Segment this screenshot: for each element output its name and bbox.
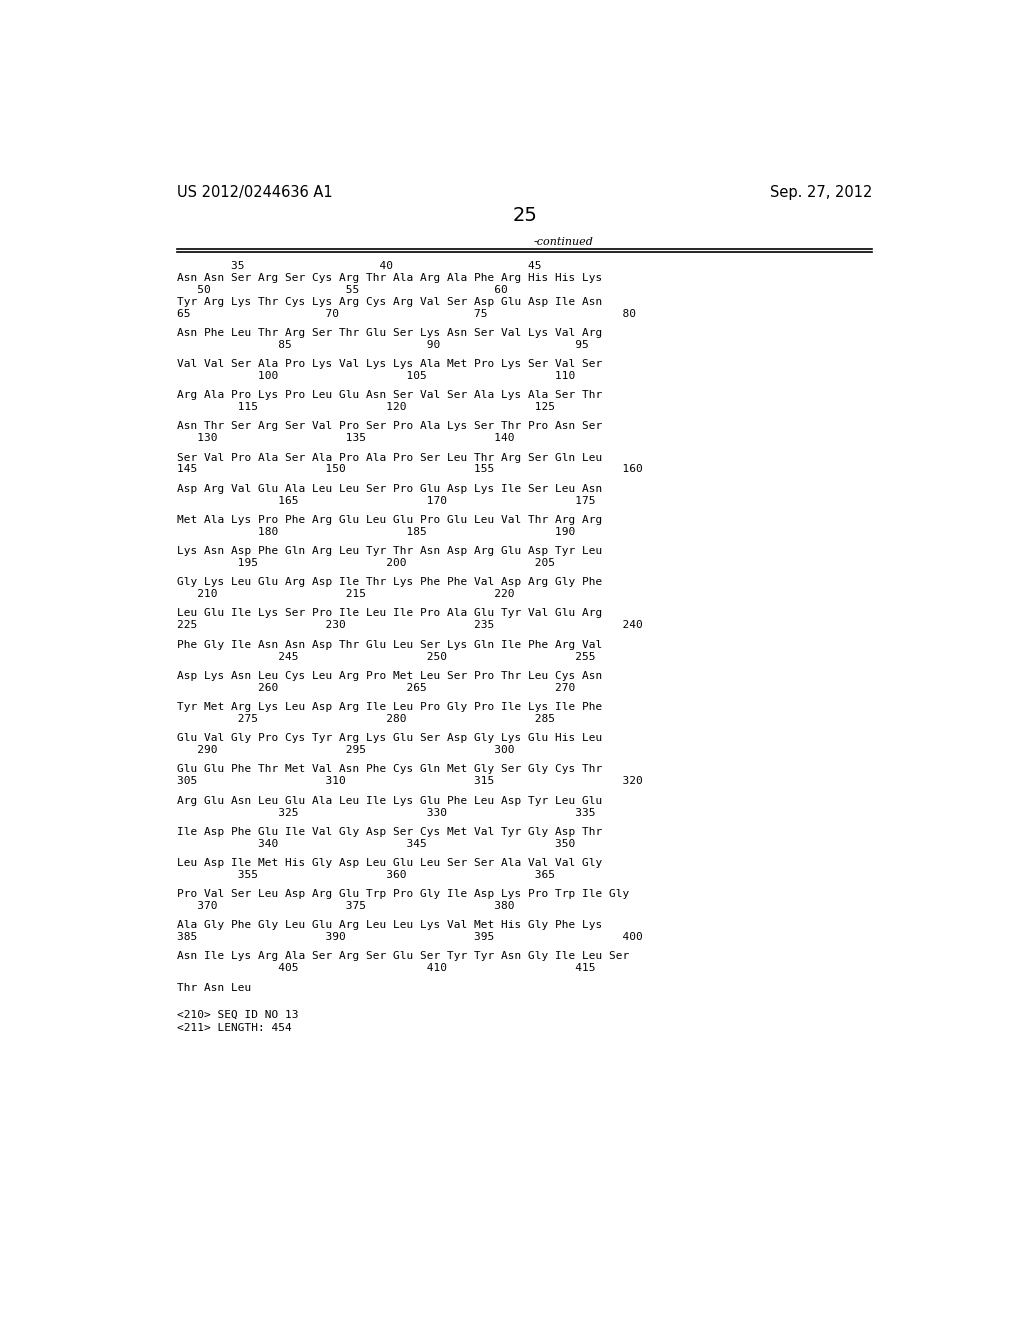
Text: Sep. 27, 2012: Sep. 27, 2012 — [770, 185, 872, 201]
Text: Ile Asp Phe Glu Ile Val Gly Asp Ser Cys Met Val Tyr Gly Asp Thr: Ile Asp Phe Glu Ile Val Gly Asp Ser Cys … — [177, 826, 602, 837]
Text: 370                   375                   380: 370 375 380 — [177, 902, 514, 911]
Text: Phe Gly Ile Asn Asn Asp Thr Glu Leu Ser Lys Gln Ile Phe Arg Val: Phe Gly Ile Asn Asn Asp Thr Glu Leu Ser … — [177, 640, 602, 649]
Text: Asn Thr Ser Arg Ser Val Pro Ser Pro Ala Lys Ser Thr Pro Asn Ser: Asn Thr Ser Arg Ser Val Pro Ser Pro Ala … — [177, 421, 602, 432]
Text: Asp Arg Val Glu Ala Leu Leu Ser Pro Glu Asp Lys Ile Ser Leu Asn: Asp Arg Val Glu Ala Leu Leu Ser Pro Glu … — [177, 483, 602, 494]
Text: 35                    40                    45: 35 40 45 — [177, 261, 542, 271]
Text: 290                   295                   300: 290 295 300 — [177, 744, 514, 755]
Text: Met Ala Lys Pro Phe Arg Glu Leu Glu Pro Glu Leu Val Thr Arg Arg: Met Ala Lys Pro Phe Arg Glu Leu Glu Pro … — [177, 515, 602, 525]
Text: 115                   120                   125: 115 120 125 — [177, 403, 555, 412]
Text: 305                   310                   315                   320: 305 310 315 320 — [177, 776, 643, 787]
Text: Val Val Ser Ala Pro Lys Val Lys Lys Ala Met Pro Lys Ser Val Ser: Val Val Ser Ala Pro Lys Val Lys Lys Ala … — [177, 359, 602, 370]
Text: Leu Glu Ile Lys Ser Pro Ile Leu Ile Pro Ala Glu Tyr Val Glu Arg: Leu Glu Ile Lys Ser Pro Ile Leu Ile Pro … — [177, 609, 602, 619]
Text: Thr Asn Leu: Thr Asn Leu — [177, 982, 251, 993]
Text: US 2012/0244636 A1: US 2012/0244636 A1 — [177, 185, 333, 201]
Text: 195                   200                   205: 195 200 205 — [177, 558, 555, 568]
Text: 100                   105                   110: 100 105 110 — [177, 371, 575, 381]
Text: 405                   410                   415: 405 410 415 — [177, 964, 595, 973]
Text: Glu Val Gly Pro Cys Tyr Arg Lys Glu Ser Asp Gly Lys Glu His Leu: Glu Val Gly Pro Cys Tyr Arg Lys Glu Ser … — [177, 733, 602, 743]
Text: Arg Ala Pro Lys Pro Leu Glu Asn Ser Val Ser Ala Lys Ala Ser Thr: Arg Ala Pro Lys Pro Leu Glu Asn Ser Val … — [177, 391, 602, 400]
Text: 260                   265                   270: 260 265 270 — [177, 682, 575, 693]
Text: 245                   250                   255: 245 250 255 — [177, 652, 595, 661]
Text: 275                   280                   285: 275 280 285 — [177, 714, 555, 723]
Text: Gly Lys Leu Glu Arg Asp Ile Thr Lys Phe Phe Val Asp Arg Gly Phe: Gly Lys Leu Glu Arg Asp Ile Thr Lys Phe … — [177, 577, 602, 587]
Text: Asn Phe Leu Thr Arg Ser Thr Glu Ser Lys Asn Ser Val Lys Val Arg: Asn Phe Leu Thr Arg Ser Thr Glu Ser Lys … — [177, 327, 602, 338]
Text: 225                   230                   235                   240: 225 230 235 240 — [177, 620, 643, 631]
Text: 165                   170                   175: 165 170 175 — [177, 495, 595, 506]
Text: Ser Val Pro Ala Ser Ala Pro Ala Pro Ser Leu Thr Arg Ser Gln Leu: Ser Val Pro Ala Ser Ala Pro Ala Pro Ser … — [177, 453, 602, 462]
Text: 325                   330                   335: 325 330 335 — [177, 808, 595, 817]
Text: <211> LENGTH: 454: <211> LENGTH: 454 — [177, 1023, 292, 1034]
Text: Arg Glu Asn Leu Glu Ala Leu Ile Lys Glu Phe Leu Asp Tyr Leu Glu: Arg Glu Asn Leu Glu Ala Leu Ile Lys Glu … — [177, 796, 602, 805]
Text: 180                   185                   190: 180 185 190 — [177, 527, 575, 537]
Text: 50                    55                    60: 50 55 60 — [177, 285, 508, 294]
Text: Asp Lys Asn Leu Cys Leu Arg Pro Met Leu Ser Pro Thr Leu Cys Asn: Asp Lys Asn Leu Cys Leu Arg Pro Met Leu … — [177, 671, 602, 681]
Text: Glu Glu Phe Thr Met Val Asn Phe Cys Gln Met Gly Ser Gly Cys Thr: Glu Glu Phe Thr Met Val Asn Phe Cys Gln … — [177, 764, 602, 775]
Text: Ala Gly Phe Gly Leu Glu Arg Leu Leu Lys Val Met His Gly Phe Lys: Ala Gly Phe Gly Leu Glu Arg Leu Leu Lys … — [177, 920, 602, 931]
Text: 65                    70                    75                    80: 65 70 75 80 — [177, 309, 636, 318]
Text: Tyr Arg Lys Thr Cys Lys Arg Cys Arg Val Ser Asp Glu Asp Ile Asn: Tyr Arg Lys Thr Cys Lys Arg Cys Arg Val … — [177, 297, 602, 306]
Text: Asn Asn Ser Arg Ser Cys Arg Thr Ala Arg Ala Phe Arg His His Lys: Asn Asn Ser Arg Ser Cys Arg Thr Ala Arg … — [177, 273, 602, 282]
Text: 210                   215                   220: 210 215 220 — [177, 589, 514, 599]
Text: 340                   345                   350: 340 345 350 — [177, 838, 575, 849]
Text: Asn Ile Lys Arg Ala Ser Arg Ser Glu Ser Tyr Tyr Asn Gly Ile Leu Ser: Asn Ile Lys Arg Ala Ser Arg Ser Glu Ser … — [177, 952, 629, 961]
Text: 130                   135                   140: 130 135 140 — [177, 433, 514, 444]
Text: <210> SEQ ID NO 13: <210> SEQ ID NO 13 — [177, 1010, 298, 1019]
Text: 25: 25 — [512, 206, 538, 226]
Text: Tyr Met Arg Lys Leu Asp Arg Ile Leu Pro Gly Pro Ile Lys Ile Phe: Tyr Met Arg Lys Leu Asp Arg Ile Leu Pro … — [177, 702, 602, 711]
Text: 355                   360                   365: 355 360 365 — [177, 870, 555, 880]
Text: 145                   150                   155                   160: 145 150 155 160 — [177, 465, 643, 474]
Text: Pro Val Ser Leu Asp Arg Glu Trp Pro Gly Ile Asp Lys Pro Trp Ile Gly: Pro Val Ser Leu Asp Arg Glu Trp Pro Gly … — [177, 890, 629, 899]
Text: Leu Asp Ile Met His Gly Asp Leu Glu Leu Ser Ser Ala Val Val Gly: Leu Asp Ile Met His Gly Asp Leu Glu Leu … — [177, 858, 602, 869]
Text: -continued: -continued — [534, 238, 594, 247]
Text: 85                    90                    95: 85 90 95 — [177, 339, 589, 350]
Text: Lys Asn Asp Phe Gln Arg Leu Tyr Thr Asn Asp Arg Glu Asp Tyr Leu: Lys Asn Asp Phe Gln Arg Leu Tyr Thr Asn … — [177, 546, 602, 556]
Text: 385                   390                   395                   400: 385 390 395 400 — [177, 932, 643, 942]
